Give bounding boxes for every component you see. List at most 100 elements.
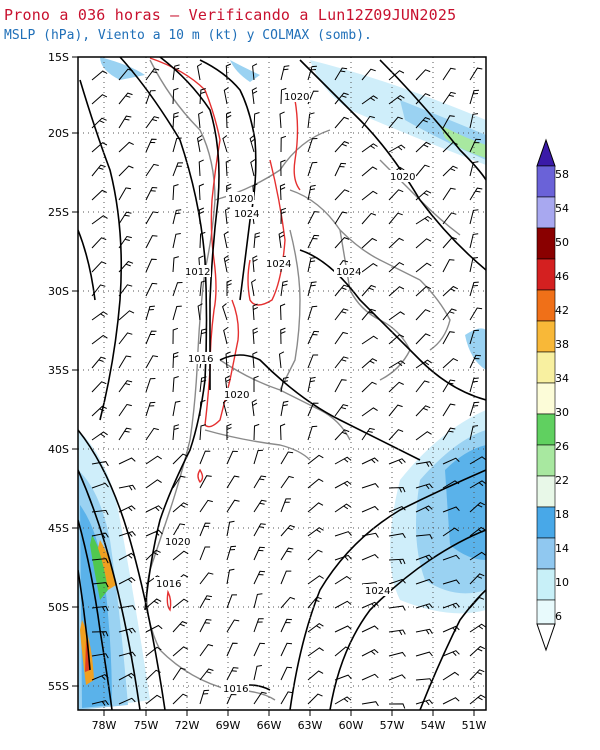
wind-barb (251, 87, 258, 105)
wind-barb (226, 499, 240, 513)
wind-barb (225, 159, 231, 177)
wind-barb (172, 282, 183, 297)
wind-barb (415, 141, 431, 153)
wind-barb (145, 282, 158, 297)
wind-barb (415, 164, 430, 177)
colorbar-swatch (536, 227, 556, 260)
colorbar-label: 34 (555, 372, 569, 385)
wind-barb (226, 545, 237, 561)
wind-barb (172, 256, 179, 273)
lon-label: 75W (134, 719, 159, 732)
wind-barb (415, 238, 432, 249)
wind-barb (226, 594, 237, 609)
wind-barb (223, 255, 230, 273)
wind-barb (279, 303, 286, 321)
wind-barb (145, 479, 162, 489)
wind-barb (307, 670, 324, 681)
wind-barb (280, 475, 294, 489)
wind-barb (278, 231, 285, 249)
wind-barb (415, 534, 433, 540)
wind-barb (307, 502, 324, 513)
wind-barb (172, 646, 189, 657)
wind-barb (469, 502, 486, 513)
wind-barb (172, 621, 188, 633)
wind-barb (118, 332, 133, 345)
wind-barb (415, 651, 433, 657)
latitude-axis (72, 56, 78, 687)
wind-barb (280, 498, 291, 513)
wind-barb (225, 63, 232, 81)
wind-barb (226, 642, 238, 657)
wind-barb (172, 327, 179, 345)
wind-barb (334, 211, 348, 225)
lat-label: 55S (48, 680, 69, 693)
colorbar-swatch (536, 196, 556, 229)
wind-barb (91, 509, 109, 516)
colorbar-label: 10 (555, 576, 569, 589)
wind-barb (469, 138, 481, 153)
wind-barb (307, 330, 320, 345)
wind-barb (334, 503, 351, 513)
wind-barb (226, 619, 240, 633)
wind-barb (388, 651, 406, 657)
wind-barb (199, 376, 207, 393)
wind-barb (469, 329, 480, 345)
wind-barb (280, 135, 287, 153)
lat-label: 40S (48, 443, 69, 456)
wind-barb (199, 328, 207, 345)
wind-barb (469, 526, 486, 537)
wind-barb (199, 522, 211, 537)
wind-barb (172, 502, 189, 513)
wind-barb (249, 135, 256, 153)
wind-barb (145, 455, 162, 465)
wind-barb (361, 649, 379, 657)
wind-barb (361, 554, 379, 561)
wind-barb (469, 187, 483, 201)
wind-barb (442, 427, 456, 441)
wind-barb (442, 527, 459, 537)
wind-barb (388, 334, 405, 345)
wind-barb (251, 279, 257, 297)
wind-barb (118, 380, 133, 393)
wind-barb (280, 376, 289, 393)
wind-barb (442, 259, 455, 273)
wind-barb (118, 531, 136, 537)
wind-barb (442, 602, 460, 609)
wind-barb (307, 305, 318, 321)
map-frame (77, 56, 487, 711)
map-title: Prono a 036 horas — Verificando a Lun12Z… (4, 6, 457, 24)
wind-barb (361, 166, 378, 177)
wind-barb (145, 116, 160, 129)
wind-barb (253, 499, 267, 513)
wind-barb (226, 475, 240, 489)
wind-barb (253, 232, 261, 249)
wind-barb (334, 456, 352, 465)
wind-barb (91, 117, 107, 129)
wind-barb (118, 284, 133, 297)
wind-barb (415, 262, 432, 273)
wind-barb (91, 70, 108, 81)
wind-barb (334, 600, 352, 609)
wind-barb (172, 424, 180, 441)
wind-barb (442, 67, 456, 81)
wind-barb (223, 327, 229, 345)
wind-barb (415, 190, 432, 201)
wind-barb (280, 327, 286, 345)
wind-barb (469, 233, 479, 249)
wind-barb (442, 379, 456, 393)
wind-barb (118, 235, 132, 249)
wind-barb (307, 478, 324, 489)
wind-barb (307, 138, 318, 153)
wind-barb (334, 531, 352, 537)
wind-barb (145, 378, 156, 393)
wind-barb (91, 605, 109, 612)
colorbar-label: 18 (555, 508, 569, 521)
wind-barb (334, 141, 350, 153)
wind-barb (253, 691, 267, 705)
wind-barb (442, 480, 460, 489)
wind-barb (226, 520, 235, 537)
wind-barb (388, 212, 403, 225)
wind-barb (415, 93, 431, 105)
colorbar-swatch (536, 320, 556, 353)
wind-barb (253, 570, 266, 585)
